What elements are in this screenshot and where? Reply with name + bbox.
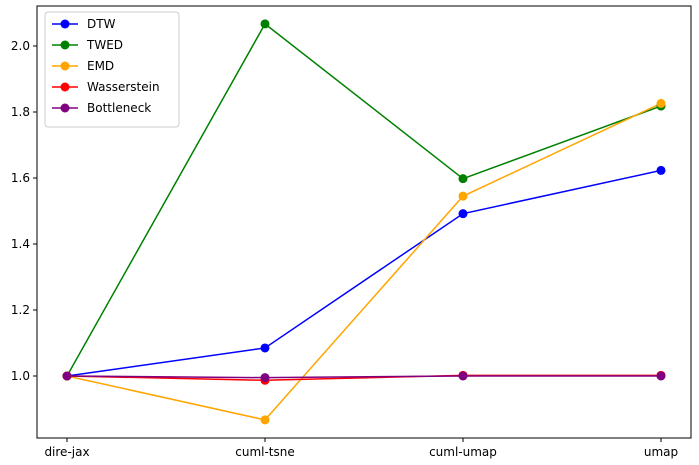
x-axis: dire-jax cuml-tsne cuml-umap umap (44, 438, 678, 459)
legend-marker (60, 61, 70, 71)
legend-marker (60, 82, 70, 92)
data-point-emd (656, 98, 666, 108)
y-tick-label: 2.0 (11, 39, 30, 53)
x-tick-label: umap (644, 445, 678, 459)
legend-marker (60, 103, 70, 113)
series-line-bottleneck (66, 375, 661, 379)
data-point-dtw (656, 165, 666, 175)
legend-label: TWED (86, 38, 123, 52)
series-lines (66, 22, 662, 421)
legend-label: Wasserstein (87, 80, 160, 94)
series-markers (62, 19, 666, 425)
legend-marker (60, 19, 70, 29)
data-point-emd (458, 191, 468, 201)
legend-label: EMD (87, 59, 114, 73)
legend: DTW TWED EMD Wasserstein Bottleneck (44, 11, 180, 128)
data-point-twed (260, 19, 270, 29)
y-tick-label: 1.0 (11, 369, 30, 383)
y-tick-label: 1.4 (11, 237, 30, 251)
legend-marker (60, 40, 70, 50)
x-tick-label: cuml-tsne (235, 445, 295, 459)
data-point-bottleneck (458, 371, 468, 381)
data-point-bottleneck (656, 371, 666, 381)
x-tick-label: dire-jax (44, 445, 89, 459)
series-line-emd (66, 102, 662, 421)
series-line-twed (66, 22, 662, 377)
y-axis: 1.0 1.2 1.4 1.6 1.8 2.0 (11, 39, 37, 383)
legend-box (44, 11, 180, 128)
x-tick-label: cuml-umap (429, 445, 497, 459)
y-tick-label: 1.6 (11, 171, 30, 185)
data-point-emd (260, 415, 270, 425)
data-point-bottleneck (62, 371, 72, 381)
plot-frame (36, 5, 692, 439)
data-point-bottleneck (260, 373, 270, 383)
legend-label: Bottleneck (87, 101, 151, 115)
legend-label: DTW (87, 17, 116, 31)
series-line-dtw (66, 169, 662, 377)
y-tick-label: 1.2 (11, 303, 30, 317)
data-point-twed (458, 174, 468, 184)
y-tick-label: 1.8 (11, 105, 30, 119)
data-point-dtw (260, 343, 270, 353)
data-point-dtw (458, 209, 468, 219)
